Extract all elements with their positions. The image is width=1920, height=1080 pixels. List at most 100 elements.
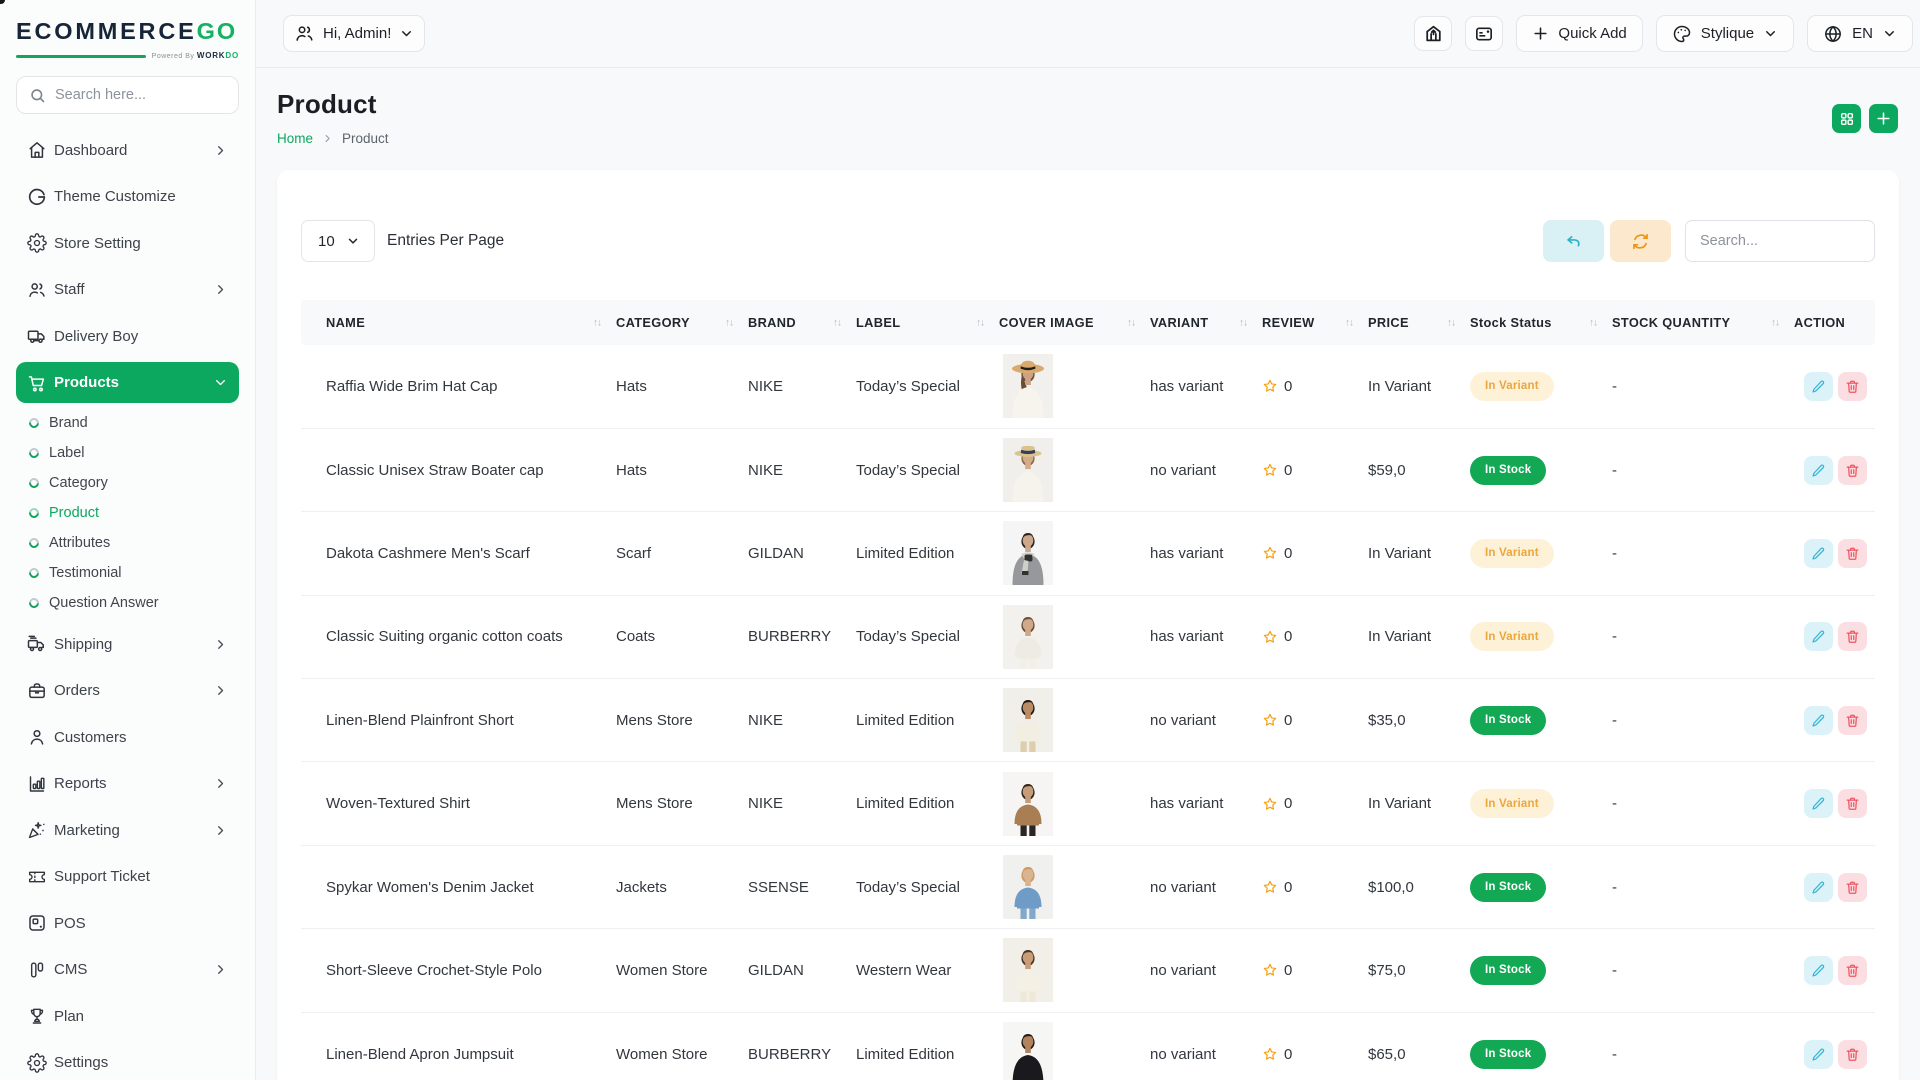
storefront-button[interactable] xyxy=(1414,16,1453,51)
delete-button[interactable] xyxy=(1838,955,1867,985)
chevron-right-icon xyxy=(213,962,228,977)
language-label: EN xyxy=(1852,25,1873,42)
theme-switcher-button[interactable]: Stylique xyxy=(1655,15,1795,52)
edit-button[interactable] xyxy=(1804,622,1833,652)
stock-status-badge: In Stock xyxy=(1470,705,1547,735)
cell-cover-image xyxy=(999,928,1150,1013)
sidebar-subitem-testimonial[interactable]: Testimonial xyxy=(16,558,239,588)
language-button[interactable]: EN xyxy=(1807,15,1913,52)
sidebar-item-marketing[interactable]: Marketing xyxy=(16,807,239,854)
chevron-right-icon xyxy=(213,776,228,791)
sort-icon[interactable]: ↑↓ xyxy=(1589,317,1598,328)
column-header-review[interactable]: REVIEW ↑↓ xyxy=(1262,300,1368,345)
edit-button[interactable] xyxy=(1804,455,1833,485)
sidebar-item-shipping[interactable]: Shipping xyxy=(16,621,239,668)
column-header-brand[interactable]: BRAND ↑↓ xyxy=(748,300,856,345)
column-header-name[interactable]: NAME ↑↓ xyxy=(301,300,616,345)
cell-cover-image xyxy=(999,345,1150,429)
delete-button[interactable] xyxy=(1838,371,1867,401)
sidebar-item-plan[interactable]: Plan xyxy=(16,993,239,1040)
sidebar-item-pos[interactable]: POS xyxy=(16,900,239,947)
sidebar-subitem-product[interactable]: Product xyxy=(16,498,239,528)
cell-brand: GILDAN xyxy=(748,511,856,596)
breadcrumb-home-link[interactable]: Home xyxy=(277,131,314,146)
edit-button[interactable] xyxy=(1804,789,1833,819)
cell-stock-status: In Stock xyxy=(1470,845,1612,930)
delete-button[interactable] xyxy=(1838,538,1867,568)
sidebar-item-dashboard[interactable]: Dashboard xyxy=(16,127,239,174)
sidebar-item-orders[interactable]: Orders xyxy=(16,667,239,714)
sidebar-item-label: Staff xyxy=(54,281,85,299)
edit-button[interactable] xyxy=(1804,1039,1833,1069)
sidebar-item-customers[interactable]: Customers xyxy=(16,714,239,761)
sidebar-subitem-attributes[interactable]: Attributes xyxy=(16,528,239,558)
column-header-variant[interactable]: VARIANT ↑↓ xyxy=(1150,300,1262,345)
delete-button[interactable] xyxy=(1838,455,1867,485)
edit-button[interactable] xyxy=(1804,538,1833,568)
sidebar-item-label: Marketing xyxy=(54,821,120,839)
sort-icon[interactable]: ↑↓ xyxy=(1345,317,1354,328)
entries-per-page-select[interactable]: 10 xyxy=(301,220,375,262)
edit-button[interactable] xyxy=(1804,371,1833,401)
sidebar-item-label: Dashboard xyxy=(54,141,128,159)
truck-icon xyxy=(27,326,47,346)
column-header-label[interactable]: LABEL ↑↓ xyxy=(856,300,999,345)
table-search-input[interactable] xyxy=(1685,220,1875,262)
sidebar-subitem-category[interactable]: Category xyxy=(16,468,239,498)
sidebar-search-input[interactable] xyxy=(55,87,226,103)
quick-add-button[interactable]: Quick Add xyxy=(1516,15,1643,52)
sidebar-item-staff[interactable]: Staff xyxy=(16,267,239,314)
cell-label: Today’s Special xyxy=(856,595,999,680)
delete-button[interactable] xyxy=(1838,705,1867,735)
cell-variant: no variant xyxy=(1150,678,1262,763)
user-menu-button[interactable]: Hi, Admin! xyxy=(283,15,426,52)
review-count: 0 xyxy=(1284,961,1293,979)
sidebar-subitem-question-answer[interactable]: Question Answer xyxy=(16,588,239,618)
grid-view-button[interactable] xyxy=(1832,104,1861,133)
sort-icon[interactable]: ↑↓ xyxy=(1771,317,1780,328)
delete-button[interactable] xyxy=(1838,622,1867,652)
edit-button[interactable] xyxy=(1804,705,1833,735)
column-header-stock-quantity[interactable]: STOCK QUANTITY ↑↓ xyxy=(1612,300,1794,345)
trash-icon xyxy=(1845,546,1860,561)
media-button[interactable] xyxy=(1465,16,1504,51)
sort-icon[interactable]: ↑↓ xyxy=(593,317,602,328)
delete-button[interactable] xyxy=(1838,1039,1867,1069)
sidebar-subitem-label: Attributes xyxy=(49,534,111,551)
sort-icon[interactable]: ↑↓ xyxy=(833,317,842,328)
add-product-button[interactable] xyxy=(1869,104,1898,133)
sort-icon[interactable]: ↑↓ xyxy=(1239,317,1248,328)
sidebar-item-products[interactable]: Products xyxy=(16,362,239,404)
stock-status-badge: In Stock xyxy=(1470,1039,1547,1069)
sidebar-subitem-brand[interactable]: Brand xyxy=(16,408,239,438)
delete-button[interactable] xyxy=(1838,789,1867,819)
column-header-stock-status[interactable]: Stock Status ↑↓ xyxy=(1470,300,1612,345)
refresh-button[interactable] xyxy=(1610,220,1671,262)
sidebar-item-theme-customize[interactable]: Theme Customize xyxy=(16,174,239,221)
sidebar-item-store-setting[interactable]: Store Setting xyxy=(16,220,239,267)
sidebar-subitem-label[interactable]: Label xyxy=(16,438,239,468)
sort-icon[interactable]: ↑↓ xyxy=(1447,317,1456,328)
bullet-icon xyxy=(26,475,42,490)
sidebar-search xyxy=(16,76,239,114)
column-header-price[interactable]: PRICE ↑↓ xyxy=(1368,300,1470,345)
edit-button[interactable] xyxy=(1804,955,1833,985)
sidebar-item-delivery-boy[interactable]: Delivery Boy xyxy=(16,313,239,360)
delete-button[interactable] xyxy=(1838,872,1867,902)
sort-icon[interactable]: ↑↓ xyxy=(976,317,985,328)
sidebar-item-settings[interactable]: Settings xyxy=(16,1039,239,1080)
sidebar-item-cms[interactable]: CMS xyxy=(16,946,239,993)
star-icon xyxy=(1262,962,1278,978)
sort-icon[interactable]: ↑↓ xyxy=(725,317,734,328)
edit-button[interactable] xyxy=(1804,872,1833,902)
breadcrumb-separator-icon xyxy=(322,133,333,144)
sidebar-item-reports[interactable]: Reports xyxy=(16,760,239,807)
column-header-cover-image[interactable]: COVER IMAGE ↑↓ xyxy=(999,300,1150,345)
undo-button[interactable] xyxy=(1543,220,1604,262)
pencil-icon xyxy=(1811,880,1826,895)
column-header-category[interactable]: CATEGORY ↑↓ xyxy=(616,300,748,345)
cell-stock-quantity: - xyxy=(1612,511,1794,596)
sidebar-item-support-ticket[interactable]: Support Ticket xyxy=(16,853,239,900)
sort-icon[interactable]: ↑↓ xyxy=(1127,317,1136,328)
topbar: Hi, Admin! Quick Add xyxy=(256,0,1920,68)
